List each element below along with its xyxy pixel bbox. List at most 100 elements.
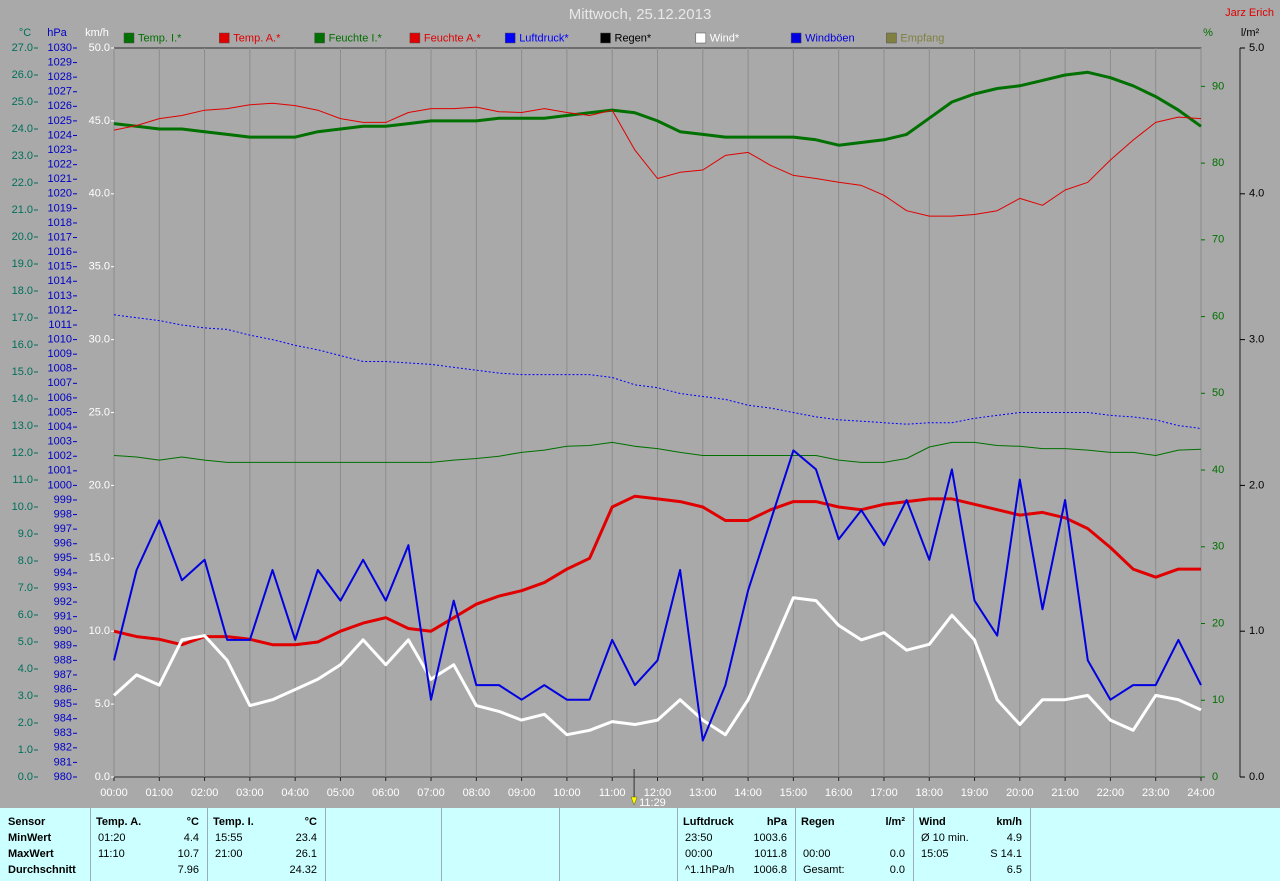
y-tick-label: 1022 — [48, 159, 72, 171]
y-tick-label: 6.0 — [18, 609, 33, 621]
y-tick-label: 80 — [1212, 157, 1224, 169]
x-tick-label: 05:00 — [327, 787, 355, 799]
y-tick-label: 14.0 — [12, 393, 33, 405]
y-tick-label: 1029 — [48, 56, 72, 68]
x-tick-label: 13:00 — [689, 787, 717, 799]
y-tick-label: 0.0 — [1249, 771, 1264, 783]
y-tick-label: 25.0 — [12, 96, 33, 108]
y-tick-label: 60 — [1212, 310, 1224, 322]
y-tick-label: 1013 — [48, 290, 72, 302]
y-tick-label: 90 — [1212, 80, 1224, 92]
column-separator — [1030, 808, 1031, 881]
series-line — [113, 494, 1201, 647]
x-tick-label: 14:00 — [734, 787, 762, 799]
y-tick-label: 992 — [54, 596, 72, 608]
column-separator — [441, 808, 442, 881]
cell-time: 21:00 — [215, 848, 243, 860]
column-separator — [207, 808, 208, 881]
legend-label: Feuchte I.* — [329, 32, 383, 44]
y-tick-label: 1016 — [48, 246, 72, 258]
x-tick-label: 09:00 — [508, 787, 536, 799]
x-tick-label: 21:00 — [1051, 787, 1079, 799]
column-title: Wind — [919, 816, 946, 828]
column-unit: hPa — [766, 816, 787, 828]
y-tick-label: 23.0 — [12, 150, 33, 162]
y-tick-label: 3.0 — [1249, 334, 1264, 346]
row-label: MaxWert — [8, 848, 54, 860]
author: Jarz Erich — [1225, 7, 1274, 19]
y-tick-label: 1011 — [48, 319, 72, 331]
y-tick-label: 16.0 — [12, 339, 33, 351]
column-separator — [677, 808, 678, 881]
y-tick-label: 991 — [54, 611, 72, 623]
y-tick-label: 1027 — [48, 86, 72, 98]
x-tick-label: 02:00 — [191, 787, 219, 799]
y-tick-label: 1012 — [48, 304, 72, 316]
column-unit: °C — [304, 816, 317, 828]
y-tick-label: 24.0 — [12, 123, 33, 135]
cell-value: S 14.1 — [990, 848, 1022, 860]
series-line — [113, 314, 1202, 429]
legend-swatch — [600, 32, 611, 44]
row-label: Durchschnitt — [8, 864, 76, 876]
cell-value: 1011.8 — [754, 848, 787, 860]
legend-label: Temp. I.* — [138, 32, 182, 44]
y-tick-label: 1000 — [48, 479, 72, 491]
column-separator — [90, 808, 91, 881]
legend-swatch — [314, 32, 325, 44]
y-tick-label: 26.0 — [12, 69, 33, 81]
y-tick-label: 1008 — [48, 363, 72, 375]
cell-value: 7.96 — [177, 864, 199, 876]
x-tick-label: 01:00 — [146, 787, 174, 799]
cell-value: 0.0 — [889, 848, 905, 860]
cell-time: 23:50 — [685, 832, 713, 844]
y-tick-label: 13.0 — [12, 420, 33, 432]
y-tick-label: 1001 — [48, 465, 72, 477]
y-tick-label: 1024 — [48, 129, 72, 141]
chart: Mittwoch, 25.12.2013 Jarz Erich 00:00 01:… — [12, 6, 1274, 808]
y-tick-label: 1005 — [48, 406, 72, 418]
y-tick-label: 1021 — [48, 173, 72, 185]
column-separator — [559, 808, 560, 881]
legend-swatch — [409, 32, 421, 44]
y-tick-label: 18.0 — [12, 285, 33, 297]
y-tick-label: 1009 — [48, 348, 72, 360]
axis-title: °C — [19, 27, 31, 39]
y-tick-label: 998 — [54, 508, 72, 520]
y-tick-label: 5.0 — [95, 698, 110, 710]
legend-swatch — [219, 32, 230, 44]
cell-value: 10.7 — [177, 848, 199, 860]
y-tick-label: 45.0 — [89, 115, 110, 127]
y-tick-label: 994 — [54, 567, 72, 579]
legend-swatch — [695, 32, 707, 44]
x-tick-label: 23:00 — [1142, 787, 1170, 799]
y-tick-label: 8.0 — [18, 555, 33, 567]
y-tick-label: 0.0 — [95, 771, 110, 783]
legend-swatch — [790, 32, 802, 44]
y-tick-label: 987 — [54, 669, 72, 681]
cell-time: 11:10 — [98, 848, 125, 860]
y-tick-label: 1014 — [48, 275, 72, 287]
legend-label: Windböen — [805, 32, 855, 44]
y-tick-label: 9.0 — [18, 528, 33, 540]
column-title: Luftdruck — [683, 816, 734, 828]
x-tick-label: 15:00 — [780, 787, 808, 799]
column-unit: km/h — [996, 816, 1022, 828]
y-tick-label: 70 — [1212, 234, 1224, 246]
y-tick-label: 11.0 — [12, 474, 33, 486]
x-tick-label: 00:00 — [100, 787, 128, 799]
y-tick-label: 1.0 — [1249, 625, 1264, 637]
legend-swatch — [504, 32, 516, 44]
y-tick-label: 50 — [1212, 387, 1224, 399]
column-title: Temp. I. — [213, 816, 254, 828]
cursor-marker — [630, 796, 638, 806]
y-tick-label: 10.0 — [89, 625, 110, 637]
y-tick-label: 1002 — [48, 450, 72, 462]
y-tick-label: 1019 — [48, 202, 72, 214]
column-title: Temp. A. — [96, 816, 142, 828]
x-tick-label: 22:00 — [1097, 787, 1125, 799]
axis-title: km/h — [85, 27, 109, 39]
column-separator — [325, 808, 326, 881]
y-tick-label: 1020 — [48, 188, 72, 200]
y-tick-label: 21.0 — [12, 204, 33, 216]
